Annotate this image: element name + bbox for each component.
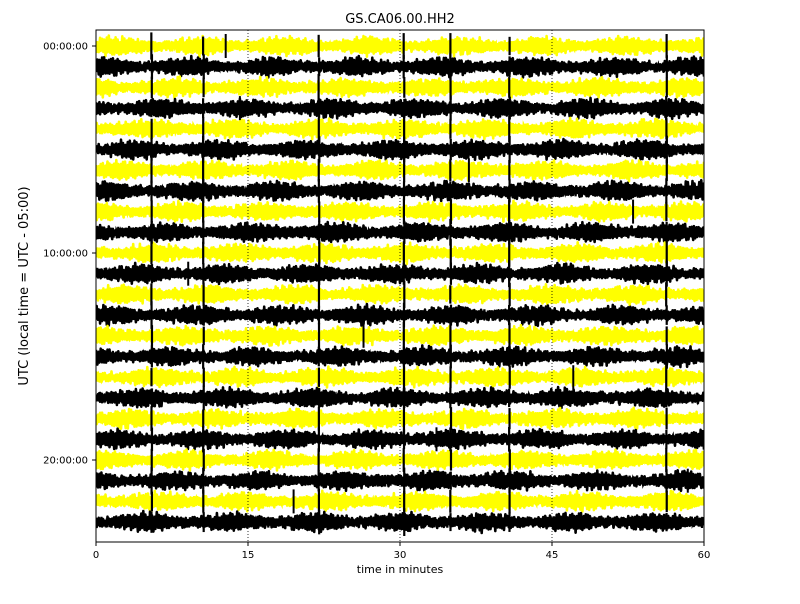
x-axis-label: time in minutes (357, 563, 444, 576)
trace-row-detail (96, 265, 704, 283)
x-tick-label: 30 (394, 550, 407, 561)
trace-row-detail (96, 141, 704, 157)
y-tick-label: 10:00:00 (43, 249, 88, 260)
x-tick-label: 15 (242, 550, 255, 561)
trace-row-detail (96, 390, 704, 406)
x-tick-label: 45 (546, 550, 559, 561)
plot-frame (95, 29, 705, 543)
plot-area (96, 30, 704, 542)
trace-row-detail (96, 162, 704, 179)
trace-row-detail (96, 452, 704, 468)
trace-row-detail (96, 120, 704, 138)
trace-row-detail (96, 39, 704, 54)
axis-ticks: 0 15 30 45 60 00:00:00 10:00:00 20:00:00 (43, 42, 710, 562)
y-tick-label: 20:00:00 (43, 456, 88, 467)
trace-row-detail (96, 370, 704, 385)
trace-row (96, 509, 704, 535)
y-axis-label: UTC (local time = UTC - 05:00) (17, 186, 32, 385)
trace-row-detail (96, 59, 704, 74)
trace-row-detail (96, 225, 704, 240)
trace-row-detail (96, 514, 704, 530)
trace-row-detail (96, 473, 704, 489)
chart-title: GS.CA06.00.HH2 (345, 12, 455, 27)
x-tick-label: 60 (698, 550, 711, 561)
trace-row-detail (96, 410, 704, 426)
trace-row-detail (96, 431, 704, 448)
y-tick-label: 00:00:00 (43, 42, 88, 53)
trace-row (96, 96, 704, 121)
x-tick-label: 0 (93, 550, 99, 561)
